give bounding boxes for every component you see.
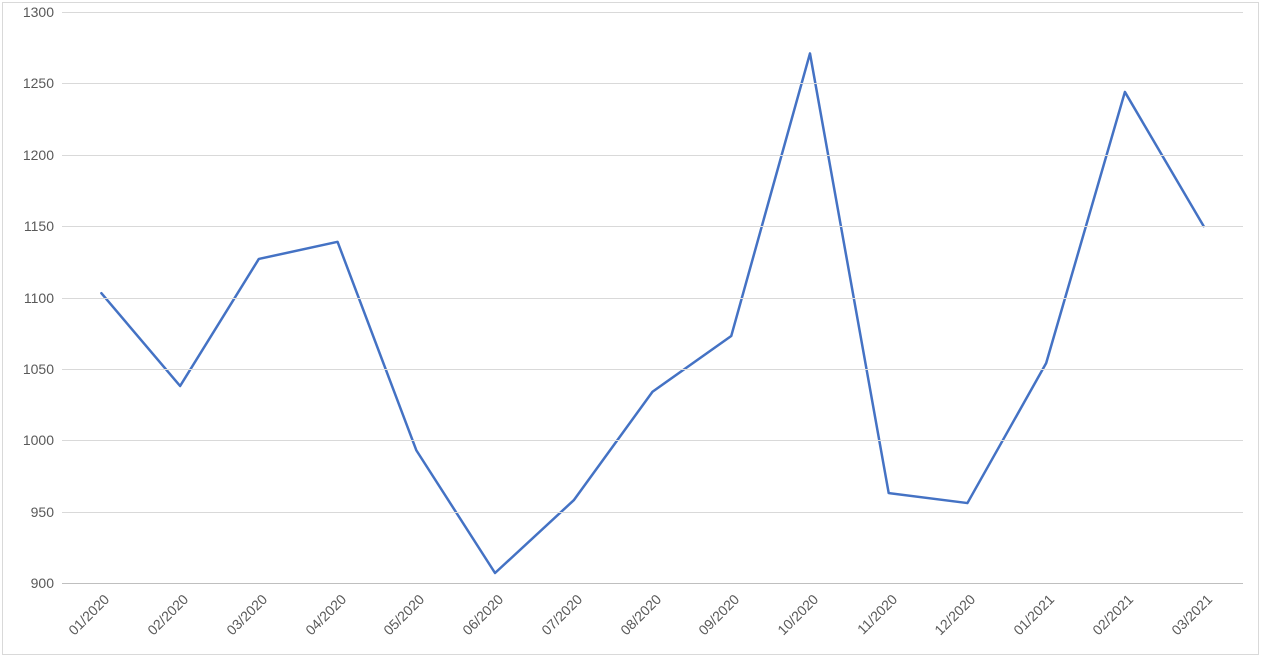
y-tick-label: 900: [31, 575, 54, 591]
y-tick-label: 950: [31, 504, 54, 520]
plot-area: 900950100010501100115012001250130001/202…: [62, 12, 1243, 583]
gridline: [62, 298, 1243, 299]
y-tick-label: 1250: [23, 75, 54, 91]
y-tick-label: 1100: [24, 290, 54, 306]
y-tick-label: 1000: [23, 432, 54, 448]
gridline: [62, 512, 1243, 513]
gridline: [62, 12, 1243, 13]
line-chart: 900950100010501100115012001250130001/202…: [0, 0, 1261, 657]
gridline: [62, 440, 1243, 441]
y-tick-label: 1150: [24, 218, 54, 234]
gridline: [62, 155, 1243, 156]
y-tick-label: 1200: [23, 147, 54, 163]
y-tick-label: 1050: [23, 361, 54, 377]
gridline: [62, 83, 1243, 84]
gridline: [62, 369, 1243, 370]
gridline: [62, 226, 1243, 227]
gridline: [62, 583, 1243, 584]
series-line: [101, 53, 1203, 573]
y-tick-label: 1300: [23, 4, 54, 20]
